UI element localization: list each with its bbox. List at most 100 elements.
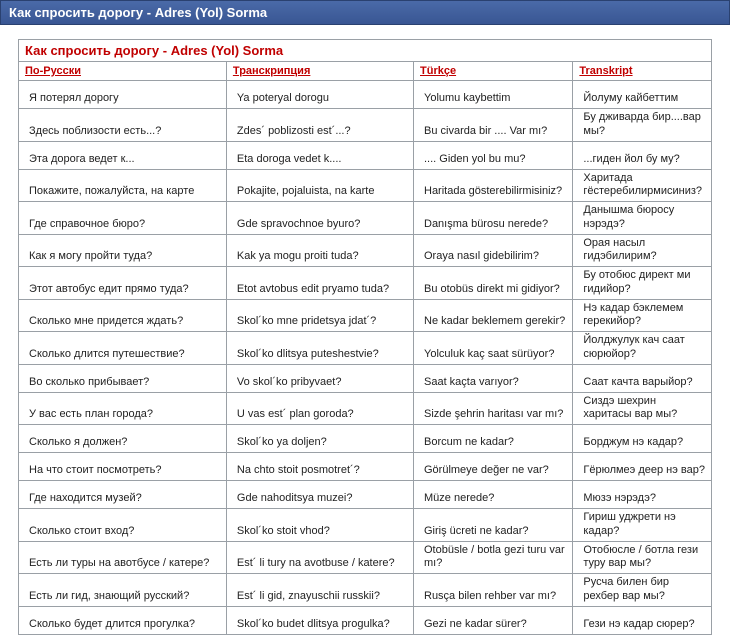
cell-tk: Бу отобюс директ ми гидийор?	[573, 267, 712, 300]
cell-trans: Skol´ko dlitsya puteshestvie?	[226, 332, 413, 365]
cell-tr: Danışma bürosu nerede?	[414, 202, 573, 235]
cell-tr: .... Giden yol bu mu?	[414, 141, 573, 169]
table-row: Как я могу пройти туда?Kak ya mogu proit…	[19, 234, 712, 267]
cell-tr: Ne kadar beklemem gerekir?	[414, 299, 573, 332]
cell-tr: Yolumu kaybettim	[414, 81, 573, 109]
cell-tr: Görülmeye değer ne var?	[414, 453, 573, 481]
table-row: Сколько стоит вход?Skol´ko stoit vhod?Gi…	[19, 509, 712, 542]
cell-ru: Как я могу пройти туда?	[19, 234, 227, 267]
table-row: Здесь поблизости есть...?Zdes´ poblizost…	[19, 109, 712, 142]
cell-tk: Отобюсле / ботла гези туру вар мы?	[573, 541, 712, 574]
col-head-trans[interactable]: Транскрипция	[226, 62, 413, 81]
cell-tk: Саат качта варыйор?	[573, 364, 712, 392]
cell-ru: Здесь поблизости есть...?	[19, 109, 227, 142]
cell-ru: Сколько стоит вход?	[19, 509, 227, 542]
cell-tr: Bu civarda bir .... Var mı?	[414, 109, 573, 142]
cell-tr: Bu otobüs direkt mi gidiyor?	[414, 267, 573, 300]
table-title: Как спросить дорогу - Adres (Yol) Sorma	[19, 40, 712, 62]
cell-ru: Сколько длится путешествие?	[19, 332, 227, 365]
table-body: Я потерял дорогуYa poteryal doroguYolumu…	[19, 81, 712, 635]
cell-trans: Est´ li tury na avotbuse / katere?	[226, 541, 413, 574]
cell-trans: Skol´ko mne pridetsya jdat´?	[226, 299, 413, 332]
cell-tk: Мюзэ нэрэдэ?	[573, 481, 712, 509]
cell-tr: Sizde şehrin haritası var mı?	[414, 392, 573, 425]
cell-tk: Борджум нэ кадар?	[573, 425, 712, 453]
cell-ru: Где справочное бюро?	[19, 202, 227, 235]
table-row: Я потерял дорогуYa poteryal doroguYolumu…	[19, 81, 712, 109]
table-row: Этот автобус едит прямо туда?Etot avtobu…	[19, 267, 712, 300]
col-head-trans-label: Транскрипция	[233, 65, 310, 77]
cell-ru: Сколько я должен?	[19, 425, 227, 453]
table-row: Покажите, пожалуйста, на картеPokajite, …	[19, 169, 712, 202]
cell-tk: Гёрюлмеэ деер нэ вар?	[573, 453, 712, 481]
col-head-tr[interactable]: Türkçe	[414, 62, 573, 81]
cell-tr: Giriş ücreti ne kadar?	[414, 509, 573, 542]
col-head-ru-label: По-Русски	[25, 65, 81, 77]
cell-tr: Oraya nasıl gidebilirim?	[414, 234, 573, 267]
phrase-table: Как спросить дорогу - Adres (Yol) Sorma …	[18, 39, 712, 635]
cell-ru: Этот автобус едит прямо туда?	[19, 267, 227, 300]
col-head-tr-label: Türkçe	[420, 65, 456, 77]
cell-tk: Харитада гёстеребилирмисиниз?	[573, 169, 712, 202]
page-title: Как спросить дорогу - Adres (Yol) Sorma	[9, 5, 267, 20]
cell-trans: Pokajite, pojaluista, na karte	[226, 169, 413, 202]
cell-tk: Бу дживарда бир....вар мы?	[573, 109, 712, 142]
cell-ru: Во сколько прибывает?	[19, 364, 227, 392]
table-row: Эта дорога ведет к...Eta doroga vedet k.…	[19, 141, 712, 169]
cell-tk: Данышма бюросу нэрэдэ?	[573, 202, 712, 235]
table-row: На что стоит посмотреть?Na chto stoit po…	[19, 453, 712, 481]
cell-ru: Где находится музей?	[19, 481, 227, 509]
cell-tk: Йолджулук кач саат сюрюйор?	[573, 332, 712, 365]
column-header-row: По-Русски Транскрипция Türkçe Transkript	[19, 62, 712, 81]
cell-tr: Gezi ne kadar sürer?	[414, 606, 573, 634]
cell-tr: Saat kaçta varıyor?	[414, 364, 573, 392]
cell-trans: Skol´ko ya doljen?	[226, 425, 413, 453]
col-head-tk[interactable]: Transkript	[573, 62, 712, 81]
cell-trans: Skol´ko stoit vhod?	[226, 509, 413, 542]
cell-ru: Эта дорога ведет к...	[19, 141, 227, 169]
cell-trans: Etot avtobus edit pryamo tuda?	[226, 267, 413, 300]
col-head-tk-label: Transkript	[579, 65, 632, 77]
table-row: Во сколько прибывает?Vo skol´ko pribyvae…	[19, 364, 712, 392]
cell-trans: Eta doroga vedet k....	[226, 141, 413, 169]
cell-ru: Сколько будет длится прогулка?	[19, 606, 227, 634]
page-title-bar: Как спросить дорогу - Adres (Yol) Sorma	[0, 0, 730, 25]
cell-tr: Borcum ne kadar?	[414, 425, 573, 453]
cell-tk: ...гиден йол бу му?	[573, 141, 712, 169]
cell-tr: Rusça bilen rehber var mı?	[414, 574, 573, 607]
table-row: Сколько мне придется ждать?Skol´ko mne p…	[19, 299, 712, 332]
cell-ru: На что стоит посмотреть?	[19, 453, 227, 481]
cell-ru: Есть ли гид, знающий русский?	[19, 574, 227, 607]
table-row: У вас есть план города?U vas est´ plan g…	[19, 392, 712, 425]
cell-trans: Zdes´ poblizosti est´...?	[226, 109, 413, 142]
cell-trans: Ya poteryal dorogu	[226, 81, 413, 109]
cell-ru: Есть ли туры на авотбусе / катере?	[19, 541, 227, 574]
cell-tk: Орая насыл гидэбилирим?	[573, 234, 712, 267]
table-row: Сколько длится путешествие?Skol´ko dlits…	[19, 332, 712, 365]
table-row: Где справочное бюро?Gde spravochnoe byur…	[19, 202, 712, 235]
cell-tk: Нэ кадар бэклемем герекийор?	[573, 299, 712, 332]
cell-ru: Я потерял дорогу	[19, 81, 227, 109]
cell-trans: Vo skol´ko pribyvaet?	[226, 364, 413, 392]
cell-tr: Otobüsle / botla gezi turu var mı?	[414, 541, 573, 574]
cell-trans: Gde spravochnoe byuro?	[226, 202, 413, 235]
cell-ru: У вас есть план города?	[19, 392, 227, 425]
table-row: Сколько я должен?Skol´ko ya doljen?Borcu…	[19, 425, 712, 453]
table-title-text: Как спросить дорогу - Adres (Yol) Sorma	[25, 43, 283, 58]
cell-trans: Est´ li gid, znayuschii russkii?	[226, 574, 413, 607]
table-row: Есть ли гид, знающий русский?Est´ li gid…	[19, 574, 712, 607]
cell-trans: Na chto stoit posmotret´?	[226, 453, 413, 481]
cell-trans: Gde nahoditsya muzei?	[226, 481, 413, 509]
cell-tk: Йолуму кайбеттим	[573, 81, 712, 109]
cell-trans: Kak ya mogu proiti tuda?	[226, 234, 413, 267]
cell-tr: Müze nerede?	[414, 481, 573, 509]
cell-trans: U vas est´ plan goroda?	[226, 392, 413, 425]
col-head-ru[interactable]: По-Русски	[19, 62, 227, 81]
cell-trans: Skol´ko budet dlitsya progulka?	[226, 606, 413, 634]
table-row: Есть ли туры на авотбусе / катере?Est´ l…	[19, 541, 712, 574]
cell-tr: Yolculuk kaç saat sürüyor?	[414, 332, 573, 365]
content-area: Как спросить дорогу - Adres (Yol) Sorma …	[0, 25, 730, 639]
cell-tk: Гириш уджрети нэ кадар?	[573, 509, 712, 542]
cell-tk: Гези нэ кадар сюрер?	[573, 606, 712, 634]
table-row: Сколько будет длится прогулка?Skol´ko bu…	[19, 606, 712, 634]
